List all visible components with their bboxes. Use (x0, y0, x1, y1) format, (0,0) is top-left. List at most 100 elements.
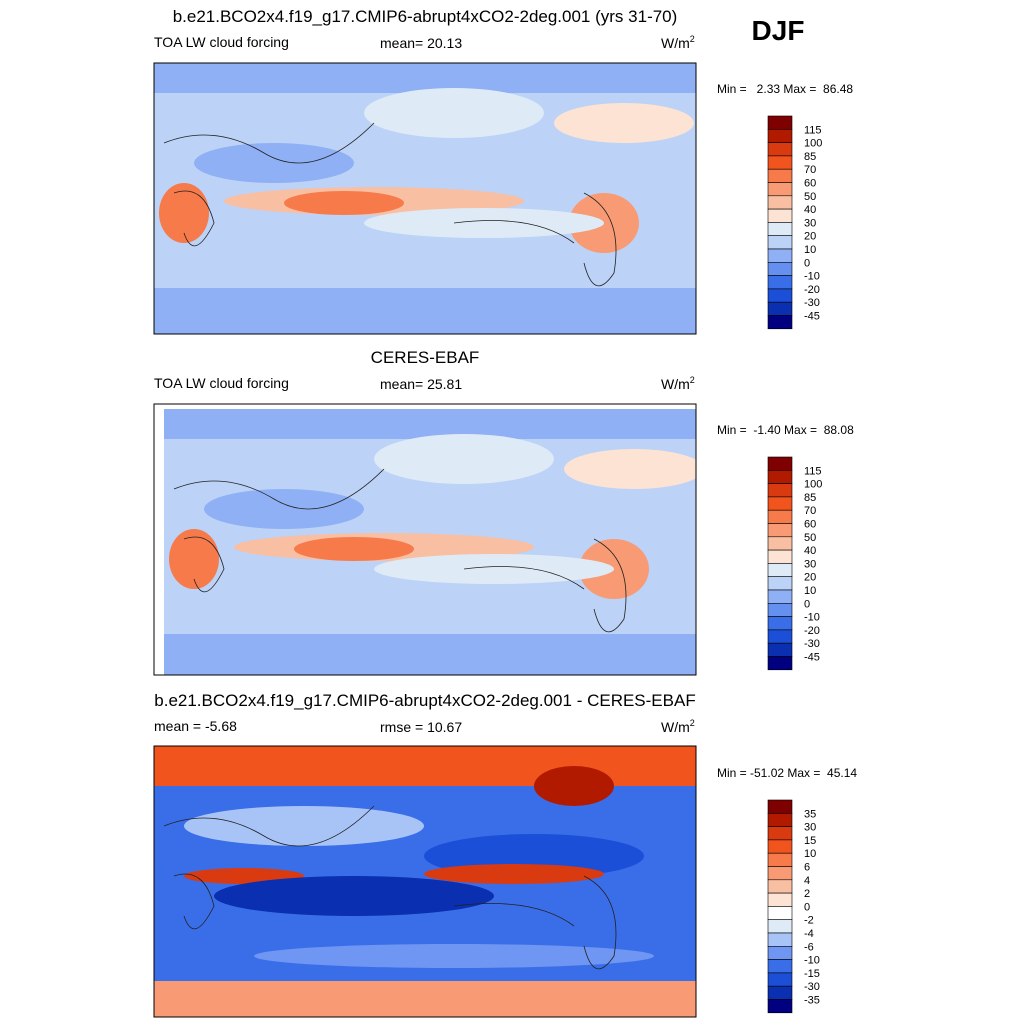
colorbar-box (767, 839, 793, 854)
colorbar-label: -20 (804, 625, 820, 637)
units: W/m2 (661, 34, 695, 51)
colorbar-label: 30 (804, 822, 816, 834)
colorbar-box (767, 945, 793, 960)
panel-left-label: mean = -5.68 (154, 718, 237, 734)
colorbar-label: -10 (804, 271, 820, 283)
colorbar-box (767, 469, 793, 484)
colorbar-label: 60 (804, 519, 816, 531)
colorbar-box (767, 576, 793, 591)
colorbar-label: 4 (804, 875, 810, 887)
colorbar-box (767, 301, 793, 316)
map-panel (153, 403, 697, 676)
colorbar-label: 2 (804, 888, 810, 900)
colorbar-box (767, 523, 793, 538)
colorbar-label: -15 (804, 968, 820, 980)
colorbar-label: 20 (804, 231, 816, 243)
colorbar-box (767, 315, 793, 330)
units: W/m2 (661, 718, 695, 735)
min-max: Min = 2.33 Max = 86.48 (717, 82, 853, 96)
panel-center-label: mean= 25.81 (380, 376, 462, 392)
colorbar-box (767, 589, 793, 604)
panel-title: b.e21.BCO2x4.f19_g17.CMIP6-abrupt4xCO2-2… (173, 7, 678, 26)
units-text: W/m (661, 376, 690, 392)
colorbar-label: 35 (804, 808, 816, 820)
colorbar-label: 10 (804, 585, 816, 597)
colorbar-box (767, 656, 793, 671)
colorbar-label: 30 (804, 217, 816, 229)
colorbar-label: 30 (804, 558, 816, 570)
colorbar-box (767, 129, 793, 143)
colorbar-box (767, 799, 793, 814)
panel-center-label: rmse = 10.67 (380, 719, 462, 735)
map-panel (153, 62, 697, 335)
colorbar-label: 15 (804, 835, 816, 847)
colorbar-label: 60 (804, 178, 816, 190)
colorbar-box (767, 248, 793, 263)
units-superscript: 2 (690, 34, 695, 44)
colorbar-box (767, 932, 793, 947)
colorbar-label: 6 (804, 862, 810, 874)
colorbar-label: 10 (804, 848, 816, 860)
colorbar-box (767, 168, 793, 183)
colorbar-label: 100 (804, 138, 822, 150)
colorbar-label: 0 (804, 598, 810, 610)
panel-left-label: TOA LW cloud forcing (154, 375, 289, 391)
units-superscript: 2 (690, 375, 695, 385)
colorbar-label: 0 (804, 901, 810, 913)
colorbar-label: 115 (804, 465, 822, 477)
panel-title: b.e21.BCO2x4.f19_g17.CMIP6-abrupt4xCO2-2… (154, 691, 695, 710)
colorbar-box (767, 142, 793, 157)
colorbar-label: 10 (804, 244, 816, 256)
colorbar-label: -10 (804, 612, 820, 624)
colorbar-box (767, 563, 793, 578)
colorbar-box (767, 866, 793, 881)
colorbar-box (767, 483, 793, 498)
colorbar-box (767, 972, 793, 987)
colorbar-box (767, 892, 793, 907)
units-text: W/m (661, 719, 690, 735)
colorbar-box (767, 536, 793, 551)
colorbar-label: -35 (804, 995, 820, 1007)
colorbar-box (767, 616, 793, 631)
colorbar-label: 50 (804, 191, 816, 203)
panel-title: CERES-EBAF (371, 348, 480, 367)
colorbar-label: 85 (804, 492, 816, 504)
colorbar-label: -6 (804, 941, 814, 953)
colorbar-box (767, 549, 793, 564)
colorbar-box (767, 629, 793, 644)
colorbar-box (767, 182, 793, 197)
colorbar-label: 0 (804, 257, 810, 269)
colorbar-label: -2 (804, 915, 814, 927)
colorbar-label: -30 (804, 297, 820, 309)
colorbar-box (767, 602, 793, 617)
units-superscript: 2 (690, 718, 695, 728)
colorbar-box (767, 222, 793, 236)
colorbar-box (767, 959, 793, 974)
colorbar-box (767, 879, 793, 894)
colorbar-box (767, 826, 793, 841)
panel-center-label: mean= 20.13 (380, 35, 462, 51)
colorbar-label: 100 (804, 479, 822, 491)
colorbar-box (767, 496, 793, 511)
colorbar-label: 115 (804, 124, 822, 136)
panel-left-label: TOA LW cloud forcing (154, 34, 289, 50)
colorbar-box (767, 261, 793, 276)
season-label: DJF (752, 15, 805, 46)
colorbar-box (767, 115, 793, 130)
colorbar-label: 20 (804, 572, 816, 584)
min-max: Min = -1.40 Max = 88.08 (717, 423, 854, 437)
units: W/m2 (661, 375, 695, 392)
colorbar-box (767, 155, 793, 170)
colorbar-label: -4 (804, 928, 814, 940)
colorbar-box (767, 275, 793, 290)
colorbar-box (767, 456, 793, 471)
colorbar-label: 50 (804, 532, 816, 544)
colorbar-label: -30 (804, 638, 820, 650)
colorbar-box (767, 208, 793, 223)
colorbar-box (767, 999, 793, 1014)
colorbar-box (767, 812, 793, 827)
colorbar-label: -20 (804, 284, 820, 296)
min-max: Min = -51.02 Max = 45.14 (717, 766, 857, 780)
colorbar-label: -10 (804, 955, 820, 967)
map-panel (153, 745, 697, 1018)
